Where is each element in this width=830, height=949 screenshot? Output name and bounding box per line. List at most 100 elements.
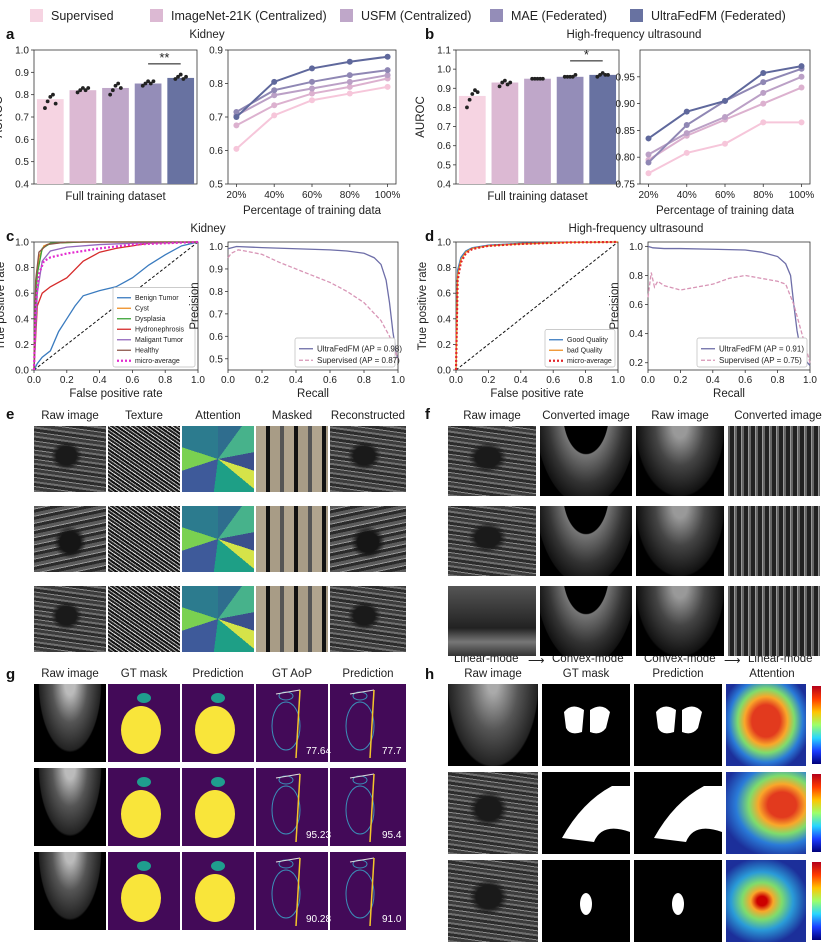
xtick-label: 20% <box>638 190 658 201</box>
colorbar <box>812 686 821 764</box>
xtick-label: 0.8 <box>357 375 371 386</box>
data-point <box>184 74 188 79</box>
b-bar-ytick-label: 0.5 <box>437 160 451 171</box>
gt-aop <box>256 684 328 762</box>
data-point <box>75 90 80 95</box>
series-point <box>645 151 652 158</box>
aop-value: 95.23 <box>306 830 332 841</box>
col-title: Prediction <box>192 668 244 680</box>
c-pr-ytick-label: 1.0 <box>209 242 223 253</box>
panel-g-grid: Raw image GT mask Prediction GT AoP Pred… <box>34 668 406 944</box>
data-point <box>598 72 602 77</box>
legend-item-supervised: Supervised <box>30 9 114 23</box>
y-axis-label: True positive rate <box>0 262 7 350</box>
raw-image-convex <box>636 426 724 496</box>
legend-text: Good Quality <box>567 337 608 344</box>
series-point <box>233 145 240 152</box>
legend-text: Supervised (AP = 0.75) <box>719 356 802 365</box>
xtick-label: 60% <box>715 190 735 201</box>
data-point <box>473 88 477 93</box>
chance-diagonal <box>455 241 619 371</box>
a-line-ytick-label: 0.6 <box>209 146 223 157</box>
mask-shape <box>580 893 592 915</box>
xtick-label: 0.0 <box>449 375 463 386</box>
bar <box>491 82 519 184</box>
legend-box <box>544 329 616 368</box>
series-point <box>271 102 278 109</box>
data-point <box>465 105 469 110</box>
legend-label: USFM (Centralized) <box>361 9 472 23</box>
series-point <box>798 119 805 126</box>
aop-overlay <box>345 773 375 843</box>
series-point <box>309 97 315 104</box>
attention-heatmap <box>726 860 806 942</box>
c-roc-ytick-label: 0.6 <box>15 289 29 300</box>
series-point <box>722 140 728 147</box>
b-bar-ytick-label: 0.9 <box>437 84 451 95</box>
mask-shape <box>195 861 235 922</box>
c-pr-ytick-label: 0.8 <box>209 287 223 298</box>
xtick-label: 100% <box>375 190 401 201</box>
data-point <box>603 72 608 77</box>
data-point <box>176 74 180 79</box>
d-pr-ytick-label: 0.4 <box>629 329 643 340</box>
legend-text: UltraFedFM (AP = 0.91) <box>719 345 804 354</box>
data-point <box>83 88 88 93</box>
b-bar-ytick-label: 1.0 <box>437 65 451 76</box>
series-point <box>760 119 767 126</box>
b-line-ytick-label: 0.85 <box>616 126 636 137</box>
prediction-aop <box>330 684 406 762</box>
mask-shape <box>121 777 161 838</box>
xtick-label: 20% <box>226 190 246 201</box>
xtick-label: 0.4 <box>706 375 720 386</box>
legend-label: Supervised <box>51 9 114 23</box>
d-roc-ytick-label: 0.4 <box>437 314 451 325</box>
bar <box>69 90 97 184</box>
col-title: Prediction <box>652 668 704 680</box>
aop-value: 77.7 <box>382 746 402 757</box>
legend-text: micro-average <box>135 358 180 365</box>
data-point <box>532 76 537 81</box>
texture-image <box>108 426 180 492</box>
raw-image <box>448 860 538 942</box>
gt-mask <box>542 772 630 854</box>
data-point <box>570 74 575 79</box>
legend-text: Cyst <box>135 306 149 313</box>
legend-box <box>696 337 808 368</box>
col-title: GT mask <box>562 668 610 680</box>
series-point <box>384 53 391 60</box>
mask-shape <box>562 786 630 842</box>
col-title: Raw image <box>41 668 99 680</box>
series-point <box>309 90 315 97</box>
panel-label-c: c <box>6 228 15 245</box>
panel-label-d: d <box>425 228 435 245</box>
col-title: Texture <box>125 410 163 422</box>
data-point <box>538 76 543 81</box>
mode-label-convex: Convex-mode <box>644 653 716 665</box>
series-point <box>233 122 240 129</box>
xtick-label: 1.0 <box>611 375 625 386</box>
d-roc-ytick-label: 0.6 <box>437 289 451 300</box>
xtick-label: 0.4 <box>289 375 303 386</box>
gt-mask <box>108 768 180 846</box>
xtick-label: 0.8 <box>158 375 172 386</box>
data-point <box>140 83 145 88</box>
xtick-label: 100% <box>789 190 815 201</box>
gt-mask <box>542 684 630 766</box>
series-point <box>384 72 391 79</box>
series-point <box>309 65 315 72</box>
x-axis-label: Recall <box>713 388 745 400</box>
masked-image <box>256 426 328 492</box>
legend-text: Maligant Tumor <box>135 337 184 344</box>
data-point <box>600 71 605 75</box>
x-axis-label: Percentage of training data <box>243 205 382 217</box>
xtick-label: 0.6 <box>125 375 139 386</box>
data-point <box>43 106 47 110</box>
chart-title: High-frequency ultrasound <box>569 223 704 235</box>
series-point <box>760 89 767 96</box>
arrow-icon: ⟶ <box>724 655 741 667</box>
col-title: Attention <box>749 668 795 680</box>
data-point <box>508 80 513 85</box>
col-title: Converted image <box>734 410 822 422</box>
data-point <box>146 79 151 84</box>
